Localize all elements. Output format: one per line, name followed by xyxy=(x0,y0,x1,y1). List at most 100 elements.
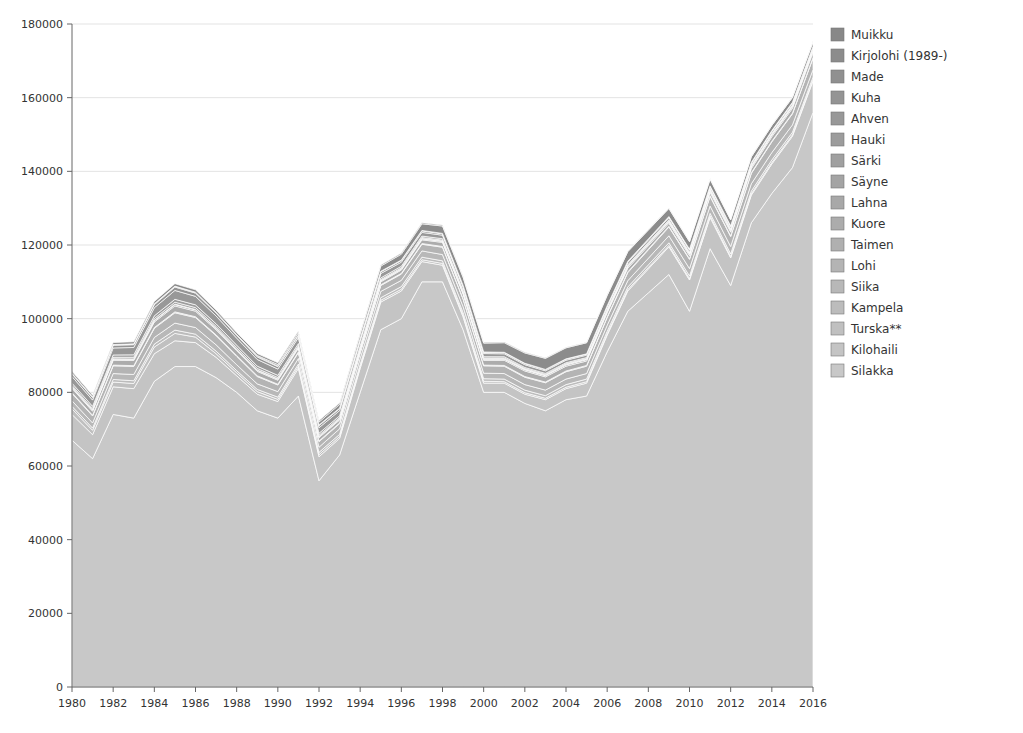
y-tick xyxy=(67,687,72,688)
x-tick xyxy=(566,687,567,692)
legend-swatch xyxy=(831,154,844,167)
grid xyxy=(72,24,813,687)
x-tick-label: 1998 xyxy=(429,697,457,710)
area xyxy=(72,49,813,435)
legend-label: Taimen xyxy=(850,238,894,252)
grid-line xyxy=(72,171,813,172)
y-tick-label: 140000 xyxy=(21,165,63,178)
legend-label: Kuore xyxy=(851,217,885,231)
chart: 1980198219841986198819901992199419961998… xyxy=(0,0,1023,733)
area xyxy=(72,77,813,455)
y-tick xyxy=(67,97,72,98)
legend-label: Hauki xyxy=(851,133,885,147)
legend-swatch xyxy=(831,280,844,293)
x-tick-label: 2016 xyxy=(799,697,827,710)
y-tick-label: 100000 xyxy=(21,313,63,326)
y-tick-label: 60000 xyxy=(28,460,63,473)
legend-swatch xyxy=(831,70,844,83)
x-tick-label: 1990 xyxy=(264,697,292,710)
x-tick-label: 2008 xyxy=(634,697,662,710)
x-tick-label: 2002 xyxy=(511,697,539,710)
y-tick xyxy=(67,318,72,319)
x-tick xyxy=(524,687,525,692)
x-tick-label: 1994 xyxy=(346,697,374,710)
area xyxy=(72,47,813,428)
legend: Muikku Kirjolohi (1989-) Made Kuha Ahven Hauk… xyxy=(831,28,947,378)
legend-swatch xyxy=(831,133,844,146)
x-tick-label: 2010 xyxy=(676,697,704,710)
x-tick xyxy=(360,687,361,692)
legend-swatch xyxy=(831,343,844,356)
x-tick-label: 1982 xyxy=(99,697,127,710)
x-tick-label: 1996 xyxy=(387,697,415,710)
x-tick xyxy=(113,687,114,692)
legend-label: Särki xyxy=(851,154,881,168)
legend-label: Lahna xyxy=(851,196,888,210)
x-tick xyxy=(72,687,73,692)
legend-swatch xyxy=(831,28,844,41)
legend-label: Kampela xyxy=(851,301,903,315)
axes: 1980198219841986198819901992199419961998… xyxy=(21,18,827,710)
y-axis-line xyxy=(72,24,73,687)
area xyxy=(72,52,813,441)
grid-line xyxy=(72,97,813,98)
area xyxy=(72,70,813,453)
legend-swatch xyxy=(831,91,844,104)
area xyxy=(72,51,813,438)
legend-swatch xyxy=(831,301,844,314)
y-tick xyxy=(67,171,72,172)
legend-label: Siika xyxy=(851,280,879,294)
area xyxy=(72,42,813,422)
y-tick-label: 20000 xyxy=(28,607,63,620)
legend-label: Turska** xyxy=(850,322,901,336)
x-tick-label: 1988 xyxy=(223,697,251,710)
legend-swatch xyxy=(831,175,844,188)
x-tick xyxy=(483,687,484,692)
x-tick-label: 1992 xyxy=(305,697,333,710)
y-tick xyxy=(67,539,72,540)
legend-label: Muikku xyxy=(851,28,893,42)
x-tick xyxy=(607,687,608,692)
area xyxy=(72,50,813,437)
x-tick xyxy=(771,687,772,692)
legend-label: Made xyxy=(851,70,884,84)
area xyxy=(72,46,813,425)
x-tick xyxy=(730,687,731,692)
legend-swatch xyxy=(831,322,844,335)
area xyxy=(72,42,813,425)
y-tick-label: 0 xyxy=(56,681,63,694)
legend-swatch xyxy=(831,259,844,272)
area xyxy=(72,58,813,447)
x-tick-label: 2014 xyxy=(758,697,786,710)
legend-label: Kilohaili xyxy=(851,343,898,357)
y-tick xyxy=(67,466,72,467)
y-tick xyxy=(67,613,72,614)
y-tick xyxy=(67,392,72,393)
y-tick xyxy=(67,245,72,246)
y-tick xyxy=(67,24,72,25)
area xyxy=(72,49,813,436)
y-tick-label: 40000 xyxy=(28,534,63,547)
x-tick-label: 1986 xyxy=(182,697,210,710)
x-tick xyxy=(648,687,649,692)
x-tick xyxy=(813,687,814,692)
x-tick-label: 1984 xyxy=(140,697,168,710)
y-tick-label: 120000 xyxy=(21,239,63,252)
legend-swatch xyxy=(831,238,844,251)
area xyxy=(72,81,813,481)
legend-label: Kuha xyxy=(851,91,881,105)
legend-label: Ahven xyxy=(851,112,889,126)
area xyxy=(72,80,813,457)
grid-line xyxy=(72,24,813,25)
x-tick xyxy=(689,687,690,692)
legend-swatch xyxy=(831,196,844,209)
x-tick xyxy=(277,687,278,692)
x-tick xyxy=(195,687,196,692)
legend-label: Kirjolohi (1989-) xyxy=(851,49,947,63)
y-tick-label: 180000 xyxy=(21,18,63,31)
y-tick-label: 160000 xyxy=(21,92,63,105)
x-tick xyxy=(442,687,443,692)
area xyxy=(72,112,813,687)
legend-swatch xyxy=(831,364,844,377)
x-tick-label: 2012 xyxy=(717,697,745,710)
